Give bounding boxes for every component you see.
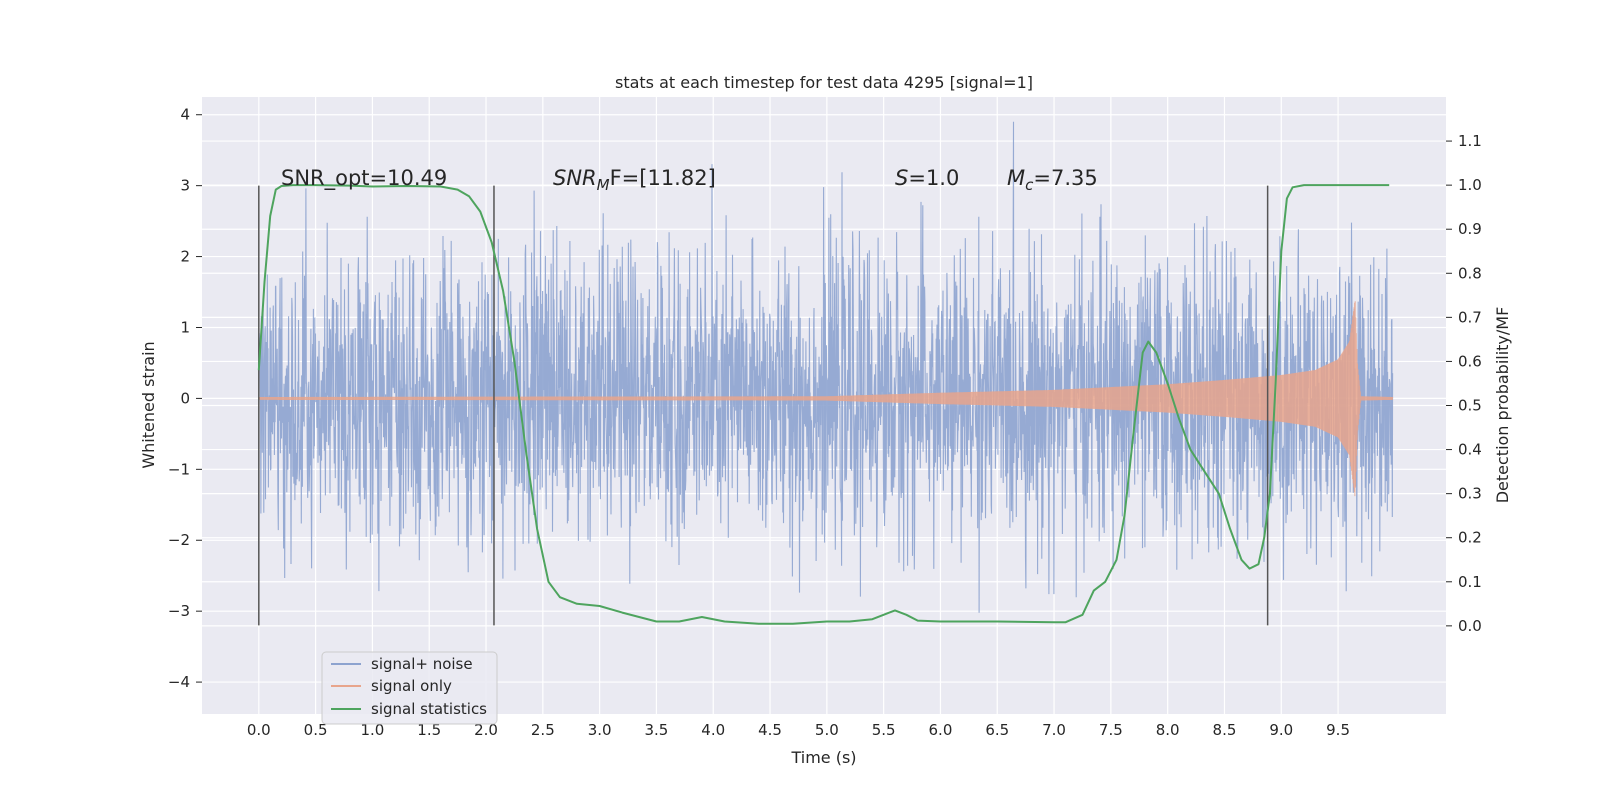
legend-label-signal-only: signal only — [371, 677, 452, 695]
x-tick-label: 8.5 — [1213, 721, 1237, 739]
y-tick-label-right: 1.0 — [1458, 176, 1482, 194]
y-tick-label-right: 0.7 — [1458, 308, 1482, 326]
x-tick-label: 7.0 — [1042, 721, 1066, 739]
x-tick-label: 2.5 — [531, 721, 555, 739]
annotation-snr-mf-sub: M — [597, 176, 610, 194]
x-tick-label: 2.0 — [474, 721, 498, 739]
annotation-mc: Mc=7.35 — [1007, 166, 1098, 194]
y-tick-label-right: 0.6 — [1458, 352, 1482, 370]
legend: signal+ noise signal only signal statist… — [321, 651, 498, 725]
annotation-snr-mf: SNRMF=[11.82] — [553, 166, 716, 194]
x-axis-label: Time (s) — [790, 748, 856, 767]
line-signal-noise — [258, 121, 1394, 613]
x-tick-label: 5.5 — [872, 721, 896, 739]
annotation-s-base: S — [895, 166, 908, 190]
line-signal-only — [258, 301, 1394, 497]
x-tick-label: 4.5 — [758, 721, 782, 739]
vertical-markers — [258, 185, 1269, 626]
y-tick-label-left: −3 — [168, 602, 190, 620]
x-tick-label: 9.0 — [1269, 721, 1293, 739]
x-tick-label: 3.0 — [588, 721, 612, 739]
annotation-mc-base: M — [1007, 166, 1025, 190]
y-tick-label-left: 2 — [180, 248, 190, 266]
annotation-mc-rest: =7.35 — [1033, 166, 1097, 190]
x-tick-label: 9.5 — [1326, 721, 1350, 739]
y-tick-label-left: 4 — [180, 106, 190, 124]
y-tick-label-right: 0.4 — [1458, 441, 1482, 459]
annotation-s: S=1.0 — [895, 166, 959, 190]
left-y-axis-label: Whitened strain — [139, 341, 158, 468]
y-tick-label-right: 0.0 — [1458, 617, 1482, 635]
y-tick-label-right: 0.3 — [1458, 485, 1482, 503]
legend-box — [321, 651, 498, 725]
x-tick-label: 5.0 — [815, 721, 839, 739]
line-signal-statistics — [257, 184, 1390, 625]
right-y-axis-label: Detection probability/MF — [1493, 307, 1512, 504]
series-signal-noise — [258, 121, 1394, 613]
x-tick-label: 1.0 — [360, 721, 384, 739]
annotation-snr-mf-rest: F=[11.82] — [610, 166, 716, 190]
annotation-s-rest: =1.0 — [908, 166, 959, 190]
x-tick-label: 6.0 — [929, 721, 953, 739]
annotation-mc-sub: c — [1025, 176, 1034, 194]
y-tick-label-left: 3 — [180, 177, 190, 195]
annotation-snr-mf-base: SNR — [553, 166, 597, 190]
y-tick-label-left: −1 — [168, 460, 190, 478]
y-tick-label-right: 0.5 — [1458, 397, 1482, 415]
legend-label-signal-noise: signal+ noise — [371, 655, 473, 673]
y-tick-label-left: −2 — [168, 531, 190, 549]
y-tick-label-right: 0.2 — [1458, 529, 1482, 547]
chart-title: stats at each timestep for test data 429… — [615, 73, 1033, 92]
x-tick-label: 4.0 — [701, 721, 725, 739]
y-tick-label-right: 0.1 — [1458, 573, 1482, 591]
x-tick-label: 3.5 — [644, 721, 668, 739]
y-tick-label-right: 1.1 — [1458, 132, 1482, 150]
y-tick-label-left: 0 — [180, 389, 190, 407]
series-signal-statistics — [257, 184, 1390, 625]
y-tick-label-right: 0.8 — [1458, 264, 1482, 282]
right-y-axis-ticks: 0.0 0.1 0.2 0.3 0.4 0.5 0.6 0.7 0.8 0.9 1.0 1.1 — [1446, 132, 1482, 635]
x-tick-label: 8.0 — [1156, 721, 1180, 739]
y-tick-label-left: 1 — [180, 318, 190, 336]
annotations: SNR_opt=10.49 SNRMF=[11.82] S=1.0 Mc=7.3… — [281, 166, 1098, 194]
y-tick-label-left: −4 — [168, 673, 190, 691]
x-tick-label: 6.5 — [985, 721, 1009, 739]
left-y-axis-ticks: −4 −3 −2 −1 0 1 2 3 4 — [168, 106, 202, 691]
x-tick-label: 0.5 — [304, 721, 328, 739]
x-tick-label: 0.0 — [247, 721, 271, 739]
x-tick-label: 1.5 — [417, 721, 441, 739]
series-signal-only — [258, 301, 1394, 497]
legend-label-signal-statistics: signal statistics — [371, 700, 487, 718]
annotation-snr-opt: SNR_opt=10.49 — [281, 166, 447, 191]
x-tick-label: 7.5 — [1099, 721, 1123, 739]
x-axis-ticks: 0.0 0.5 1.0 1.5 2.0 2.5 3.0 3.5 4.0 4.5 5.0 5.5 6.0 6… — [247, 721, 1350, 739]
y-tick-label-right: 0.9 — [1458, 220, 1482, 238]
